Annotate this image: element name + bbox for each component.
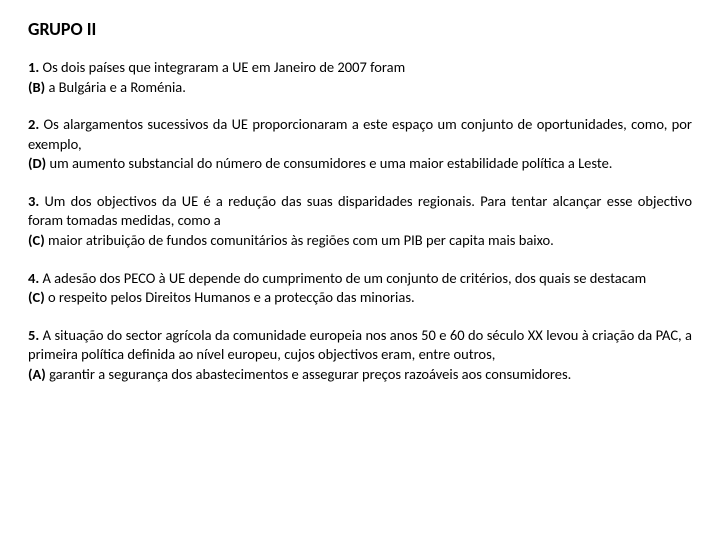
q2-number: 2. [28, 115, 39, 133]
q5-intro: A situação do sector agrícola da comunid… [28, 326, 692, 364]
question-1: 1. Os dois países que integraram a UE em… [28, 58, 692, 97]
q5-answer: garantir a segurança dos abastecimentos … [46, 365, 572, 383]
q2-answer: um aumento substancial do número de cons… [46, 154, 612, 172]
q1-number: 1. [28, 58, 39, 76]
q2-intro: Os alargamentos sucessivos da UE proporc… [28, 115, 692, 153]
q3-number: 3. [28, 192, 39, 210]
question-4: 4. A adesão dos PECO à UE depende do cum… [28, 269, 692, 308]
q5-option: (A) [28, 365, 46, 383]
question-3: 3. Um dos objectivos da UE é a redução d… [28, 192, 692, 251]
group-title: GRUPO II [28, 18, 692, 40]
q5-number: 5. [28, 326, 39, 344]
q3-option: (C) [28, 231, 45, 249]
q3-answer: maior atribuição de fundos comunitários … [45, 231, 554, 249]
question-2: 2. Os alargamentos sucessivos da UE prop… [28, 115, 692, 174]
q2-option: (D) [28, 154, 46, 172]
q4-answer: o respeito pelos Direitos Humanos e a pr… [45, 288, 415, 306]
q4-intro: A adesão dos PECO à UE depende do cumpri… [39, 269, 646, 287]
q1-option: (B) [28, 78, 45, 96]
question-5: 5. A situação do sector agrícola da comu… [28, 326, 692, 385]
q3-intro: Um dos objectivos da UE é a redução das … [28, 192, 692, 230]
q4-number: 4. [28, 269, 39, 287]
q4-option: (C) [28, 288, 45, 306]
q1-intro: Os dois países que integraram a UE em Ja… [39, 58, 405, 76]
q1-answer: a Bulgária e a Roménia. [45, 78, 186, 96]
